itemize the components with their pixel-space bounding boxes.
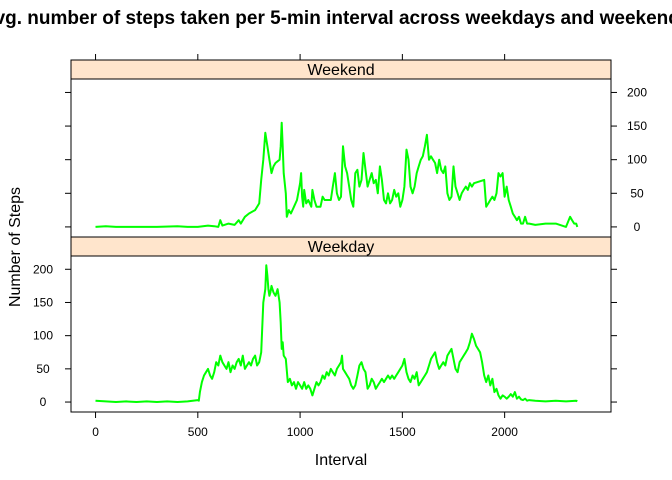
- x-tick-label: 2000: [491, 425, 518, 439]
- strip-label: Weekday: [308, 239, 374, 256]
- y-axis-label: Number of Steps: [7, 187, 24, 307]
- x-tick-label: 1000: [287, 425, 314, 439]
- series-line-weekday: [95, 264, 578, 403]
- y-tick-label: 100: [33, 329, 53, 343]
- x-tick-label: 0: [92, 425, 99, 439]
- x-axis: 0 500 1000 1500 2000: [92, 54, 518, 439]
- series-line-weekend: [95, 121, 579, 228]
- panel-weekday: Weekday 0 50 100 150 200: [33, 236, 617, 413]
- x-axis-label: Interval: [315, 452, 367, 469]
- y-tick-label: 0: [40, 395, 47, 409]
- y-tick-label: 200: [33, 262, 53, 276]
- x-tick-label: 500: [188, 425, 208, 439]
- strip-label: Weekend: [307, 62, 374, 79]
- y-tick-label: 150: [33, 295, 53, 309]
- y-tick-label: 150: [627, 119, 647, 133]
- panel-weekend: Weekend 0 50 100 150 200: [65, 59, 647, 238]
- y-tick-label: 50: [36, 362, 50, 376]
- x-tick-label: 1500: [389, 425, 416, 439]
- y-tick-label: 200: [627, 85, 647, 99]
- panel-frame: [70, 255, 612, 413]
- chart-title: Avg. number of steps taken per 5-min int…: [0, 8, 672, 29]
- panel-frame: [70, 78, 612, 238]
- y-tick-label: 0: [634, 220, 641, 234]
- y-tick-label: 50: [630, 186, 644, 200]
- y-tick-label: 100: [627, 153, 647, 167]
